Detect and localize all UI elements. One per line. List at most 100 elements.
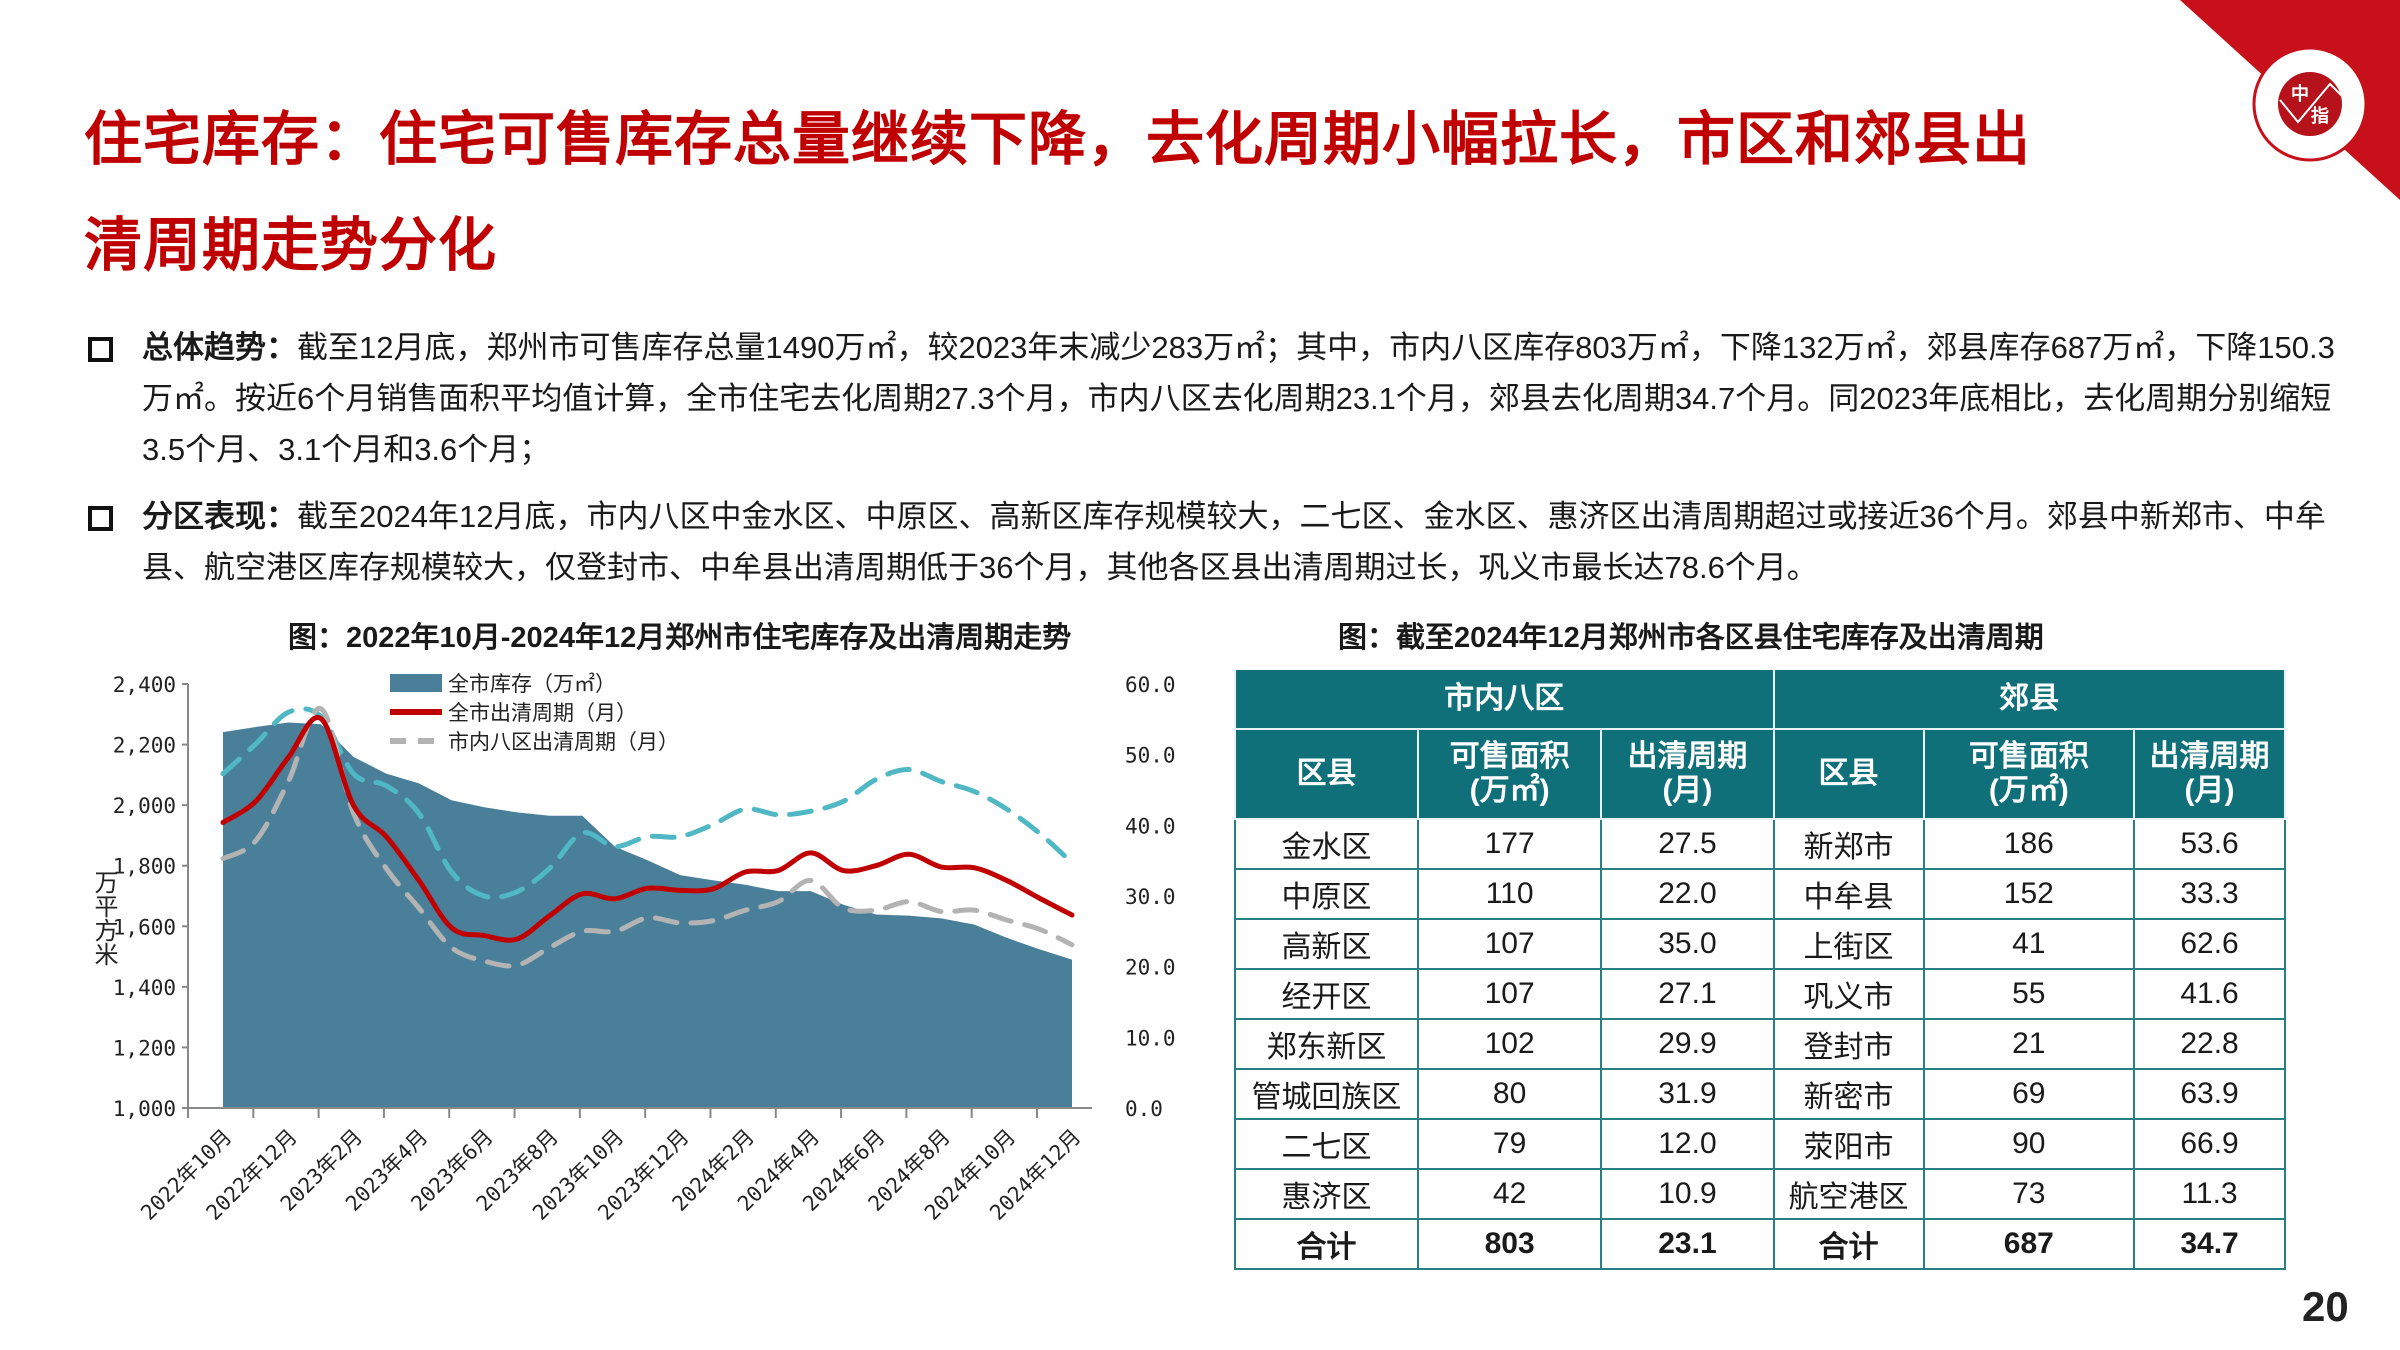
table-row: 中原区 110 22.0 中牟县 152 33.3	[1234, 868, 2286, 920]
y2-tick-label: 20.0	[1125, 956, 1176, 980]
series-line-2	[220, 706, 1075, 969]
legend-swatch-inventory	[390, 674, 442, 692]
bullet-text: 截至2024年12月底，市内八区中金水区、中原区、高新区库存规模较大，二七区、金…	[142, 499, 2326, 585]
group-header-urban: 市内八区	[1234, 670, 1775, 730]
y-tick-label: 1,200	[113, 1036, 176, 1060]
table-cell: 22.8	[2133, 1018, 2286, 1070]
series-area-total-inventory	[223, 722, 1072, 1108]
y-tick-label: 1,400	[113, 976, 176, 1000]
table-cell: 90	[1922, 1118, 2136, 1170]
svg-text:指: 指	[2311, 105, 2329, 126]
table-cell: 郑东新区	[1234, 1018, 1419, 1070]
table-cell: 27.1	[1600, 968, 1775, 1020]
table-cell: 41	[1922, 918, 2136, 970]
table-cell: 63.9	[2133, 1068, 2286, 1120]
table-cell: 登封市	[1772, 1018, 1925, 1070]
table-cell: 高新区	[1234, 918, 1419, 970]
table-cell: 33.3	[2133, 868, 2286, 920]
table-cell: 经开区	[1234, 968, 1419, 1020]
total-cell: 合计	[1234, 1218, 1419, 1270]
svg-text:中: 中	[2291, 83, 2309, 104]
table-cell: 管城回族区	[1234, 1068, 1419, 1120]
total-cell: 23.1	[1600, 1218, 1775, 1270]
column-header: 出清周期 (月)	[1600, 729, 1775, 820]
page-title-line1: 住宅库存：住宅可售库存总量继续下降，去化周期小幅拉长，市区和郊县出	[84, 107, 2032, 172]
bullet-district-performance: 分区表现：截至2024年12月底，市内八区中金水区、中原区、高新区库存规模较大，…	[88, 491, 2338, 593]
bullet-label: 分区表现：	[142, 499, 297, 534]
table-cell: 12.0	[1600, 1118, 1775, 1170]
chart-title: 图：2022年10月-2024年12月郑州市住宅库存及出清周期走势	[288, 622, 1072, 654]
y-tick-label: 2,200	[113, 734, 176, 758]
table-cell: 35.0	[1600, 918, 1775, 970]
legend-label: 全市出清周期（月）	[448, 701, 637, 725]
y-tick-label: 2,400	[113, 673, 176, 697]
table-cell: 53.6	[2133, 818, 2286, 870]
table-cell: 航空港区	[1772, 1168, 1925, 1220]
table-cell: 二七区	[1234, 1118, 1419, 1170]
table-cell: 41.6	[2133, 968, 2286, 1020]
table-cell: 31.9	[1600, 1068, 1775, 1120]
column-header: 区县	[1234, 729, 1419, 820]
inventory-chart: 1,000 1,200 1,400 1,600 1,800 2,000 2,200 2,400…	[90, 672, 1176, 1225]
table-cell: 110	[1416, 868, 1603, 920]
table-row: 高新区 107 35.0 上街区 41 62.6	[1234, 918, 2286, 970]
y2-tick-label: 40.0	[1125, 814, 1176, 838]
total-cell: 34.7	[2133, 1218, 2286, 1270]
table-row: 经开区 107 27.1 巩义市 55 41.6	[1234, 968, 2286, 1020]
y-tick-label: 1,800	[113, 855, 176, 879]
table-cell: 73	[1922, 1168, 2136, 1220]
square-bullet-icon	[88, 337, 113, 362]
legend-label: 全市库存（万㎡）	[448, 672, 616, 696]
table-cell: 102	[1416, 1018, 1603, 1070]
table-row: 管城回族区 80 31.9 新密市 69 63.9	[1234, 1068, 2286, 1120]
table-row: 郑东新区 102 29.9 登封市 21 22.8	[1234, 1018, 2286, 1070]
china-index-academy-logo: 中 指	[2180, 0, 2400, 200]
y2-tick-label: 30.0	[1125, 885, 1176, 909]
table-cell: 10.9	[1600, 1168, 1775, 1220]
table-cell: 22.0	[1600, 868, 1775, 920]
table-cell: 金水区	[1234, 818, 1419, 870]
bullet-label: 总体趋势：	[142, 330, 297, 365]
table-title: 图：截至2024年12月郑州市各区县住宅库存及出清周期	[1338, 622, 2044, 654]
page-number: 20	[2302, 1283, 2349, 1330]
table-cell: 27.5	[1600, 818, 1775, 870]
y2-tick-label: 50.0	[1125, 744, 1176, 768]
bullet-overall-trend: 总体趋势：截至12月底，郑州市可售库存总量1490万㎡，较2023年末减少283…	[88, 322, 2338, 475]
total-cell: 合计	[1772, 1218, 1925, 1270]
table-cell: 新密市	[1772, 1068, 1925, 1120]
table-cell: 中牟县	[1772, 868, 1925, 920]
table-row: 二七区 79 12.0 荥阳市 90 66.9	[1234, 1118, 2286, 1170]
group-header-suburban: 郊县	[1772, 670, 2287, 730]
series-line-3	[220, 706, 1075, 900]
table-total-row: 合计 803 23.1 合计 687 34.7	[1234, 1218, 2286, 1270]
square-bullet-icon	[88, 506, 113, 531]
table-cell: 29.9	[1600, 1018, 1775, 1070]
table-cell: 62.6	[2133, 918, 2286, 970]
table-cell: 21	[1922, 1018, 2136, 1070]
table-cell: 177	[1416, 818, 1603, 870]
total-cell: 687	[1922, 1218, 2136, 1270]
legend-label: 市内八区出清周期（月）	[448, 730, 679, 754]
table-row: 金水区 177 27.5 新郑市 186 53.6	[1234, 818, 2286, 870]
table-cell: 69	[1922, 1068, 2136, 1120]
table-cell: 11.3	[2133, 1168, 2286, 1220]
y2-tick-label: 10.0	[1125, 1026, 1176, 1050]
table-cell: 186	[1922, 818, 2136, 870]
page-title-line2: 清周期走势分化	[84, 213, 498, 278]
table-cell: 66.9	[2133, 1118, 2286, 1170]
table-cell: 55	[1922, 968, 2136, 1020]
table-cell: 80	[1416, 1068, 1603, 1120]
column-header: 可售面积 (万㎡)	[1922, 729, 2136, 820]
table-cell: 107	[1416, 968, 1603, 1020]
table-cell: 79	[1416, 1118, 1603, 1170]
table-cell: 152	[1922, 868, 2136, 920]
y2-tick-label: 0.0	[1125, 1097, 1163, 1121]
table-cell: 巩义市	[1772, 968, 1925, 1020]
table-cell: 新郑市	[1772, 818, 1925, 870]
y-tick-label: 1,600	[113, 915, 176, 939]
total-cell: 803	[1416, 1218, 1603, 1270]
column-header: 可售面积 (万㎡)	[1416, 729, 1603, 820]
column-header: 区县	[1772, 729, 1925, 820]
table-row: 惠济区 42 10.9 航空港区 73 11.3	[1234, 1168, 2286, 1220]
table-cell: 上街区	[1772, 918, 1925, 970]
